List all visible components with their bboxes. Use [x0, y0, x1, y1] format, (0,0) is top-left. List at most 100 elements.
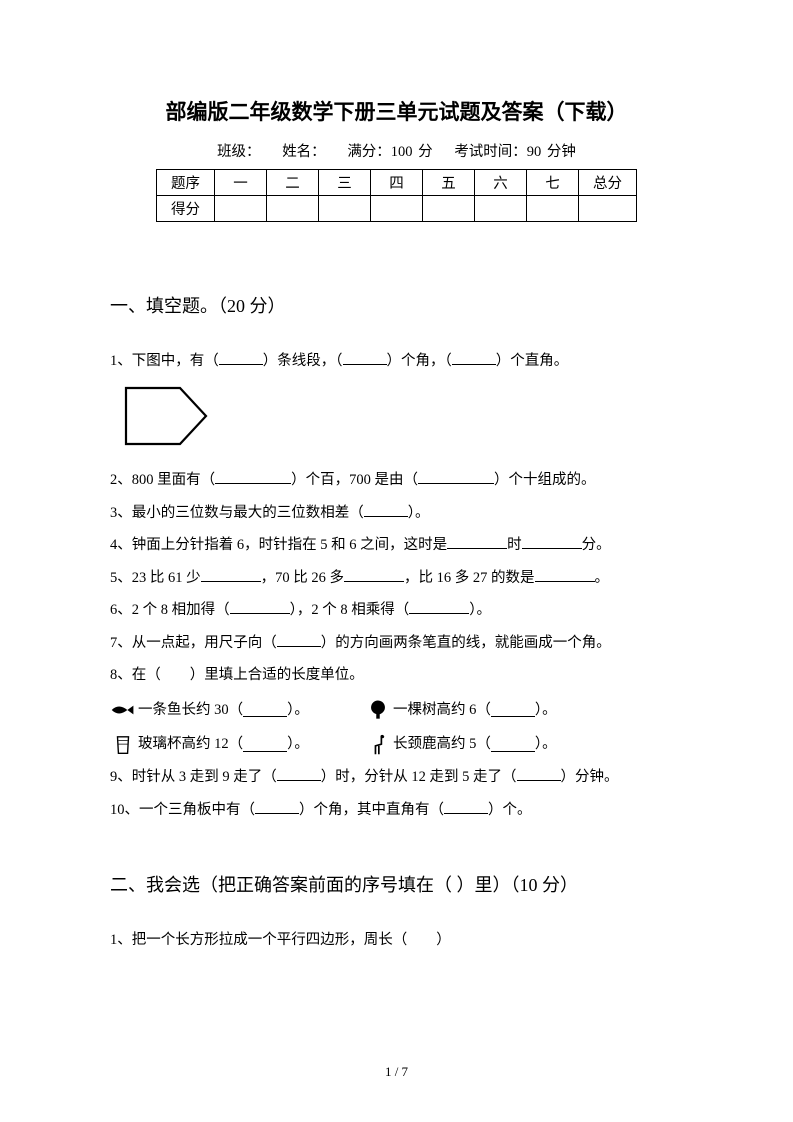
blank	[243, 738, 287, 752]
q-text: 。	[595, 570, 610, 586]
q-text: ）。	[287, 693, 309, 728]
question-1: 1、下图中，有（ ）条线段，（ ）个角，（ ）个直角。	[110, 346, 683, 376]
cell-header: 一	[215, 170, 267, 196]
blank	[491, 738, 535, 752]
question-4: 4、钟面上分针指着 6，时针指在 5 和 6 之间，这时是 时 分。	[110, 530, 683, 560]
blank	[447, 535, 507, 549]
question-5: 5、23 比 61 少 ，70 比 26 多 ，比 16 多 27 的数是 。	[110, 563, 683, 593]
question-8-row2: 玻璃杯高约 12（ ）。 长颈鹿高约 5（ ）。	[110, 727, 683, 762]
blank	[243, 703, 287, 717]
section-1-heading: 一、填空题。（20 分）	[110, 292, 683, 318]
table-row: 题序 一 二 三 四 五 六 七 总分	[157, 170, 637, 196]
q-text: 3、最小的三位数与最大的三位数相差（	[110, 505, 364, 521]
question-8: 8、在（ ）里填上合适的长度单位。	[110, 660, 683, 690]
q-text: 玻璃杯高约 12（	[138, 727, 243, 762]
score-table: 题序 一 二 三 四 五 六 七 总分 得分	[156, 169, 637, 222]
q-text: 一棵树高约 6（	[393, 693, 491, 728]
cell-header: 二	[267, 170, 319, 196]
cell-header: 总分	[579, 170, 637, 196]
q-text: ），2 个 8 相乘得（	[290, 602, 410, 618]
blank	[201, 568, 261, 582]
q-text: 9、时针从 3 走到 9 走了（	[110, 769, 277, 785]
q-text: 长颈鹿高约 5（	[393, 727, 491, 762]
blank	[343, 351, 387, 365]
cell-header: 题序	[157, 170, 215, 196]
blank	[491, 703, 535, 717]
pentagon-icon	[122, 384, 210, 448]
cell-empty	[319, 196, 371, 222]
q-text: ）个直角。	[496, 353, 569, 369]
pentagon-shape	[122, 384, 683, 453]
cell-empty	[215, 196, 267, 222]
blank	[215, 470, 291, 484]
q-text: ）。	[469, 602, 491, 618]
fish-icon	[110, 699, 136, 721]
q-text: ）个十组成的。	[494, 472, 596, 488]
cell-header: 五	[423, 170, 475, 196]
q-text: 分。	[582, 537, 611, 553]
q-text: ）的方向画两条笔直的线，就能画成一个角。	[321, 635, 611, 651]
question-6: 6、2 个 8 相加得（ ），2 个 8 相乘得（ ）。	[110, 595, 683, 625]
question-10: 10、一个三角板中有（）个角，其中直角有（）个。	[110, 795, 683, 825]
blank	[364, 503, 408, 517]
q-text: ）。	[408, 505, 430, 521]
blank	[522, 535, 582, 549]
name-label: 姓名：	[282, 144, 326, 160]
blank	[344, 568, 404, 582]
question-3: 3、最小的三位数与最大的三位数相差（ ）。	[110, 498, 683, 528]
blank	[277, 633, 321, 647]
blank	[230, 600, 290, 614]
blank	[418, 470, 494, 484]
q-text: ，比 16 多 27 的数是	[404, 570, 535, 586]
q-text: ）。	[535, 693, 557, 728]
q-text: ）分钟。	[561, 769, 619, 785]
q-text: ）条线段，（	[263, 353, 343, 369]
q-text: 6、2 个 8 相加得（	[110, 602, 230, 618]
q-text: ）个角，（	[387, 353, 452, 369]
cell-header: 三	[319, 170, 371, 196]
q-text: ）。	[287, 727, 309, 762]
cell-empty	[527, 196, 579, 222]
q-text: 1、下图中，有（	[110, 353, 219, 369]
q-text: 一条鱼长约 30（	[138, 693, 243, 728]
q-text: 5、23 比 61 少	[110, 570, 201, 586]
exam-info: 班级： 姓名： 满分：100 分 考试时间：90 分钟	[110, 140, 683, 161]
q-text: 4、钟面上分针指着 6，时针指在 5 和 6 之间，这时是	[110, 537, 447, 553]
question-8-row1: 一条鱼长约 30（ ）。 一棵树高约 6（ ）。	[110, 693, 683, 728]
q-text: ）个百，700 是由（	[291, 472, 418, 488]
section2-question-1: 1、把一个长方形拉成一个平行四边形，周长（ ）	[110, 925, 683, 955]
blank	[255, 800, 299, 814]
cell-empty	[475, 196, 527, 222]
cup-icon	[110, 734, 136, 756]
blank	[409, 600, 469, 614]
q-text: ）时，分针从 12 走到 5 走了（	[321, 769, 517, 785]
page-title: 部编版二年级数学下册三单元试题及答案（下载）	[110, 96, 683, 126]
blank	[444, 800, 488, 814]
cell-empty	[579, 196, 637, 222]
cell-empty	[267, 196, 319, 222]
q-text: ，70 比 26 多	[261, 570, 344, 586]
blank	[277, 767, 321, 781]
q-text: 时	[507, 537, 522, 553]
cell-label: 得分	[157, 196, 215, 222]
page-number: 1 / 7	[0, 1064, 793, 1080]
question-7: 7、从一点起，用尺子向（ ）的方向画两条笔直的线，就能画成一个角。	[110, 628, 683, 658]
cell-header: 四	[371, 170, 423, 196]
full-score-label: 满分：100 分	[347, 144, 432, 160]
table-row: 得分	[157, 196, 637, 222]
cell-empty	[371, 196, 423, 222]
blank	[452, 351, 496, 365]
q-text: ）。	[535, 727, 557, 762]
question-9: 9、时针从 3 走到 9 走了（ ）时，分针从 12 走到 5 走了（ ）分钟。	[110, 762, 683, 792]
q-text: 7、从一点起，用尺子向（	[110, 635, 277, 651]
blank	[219, 351, 263, 365]
class-label: 班级：	[217, 144, 261, 160]
cell-empty	[423, 196, 475, 222]
q-text: ）个。	[488, 802, 532, 818]
blank	[535, 568, 595, 582]
q-text: ）个角，其中直角有（	[299, 802, 444, 818]
section-2-heading: 二、我会选（把正确答案前面的序号填在（ ）里）（10 分）	[110, 871, 683, 897]
q-text: 2、800 里面有（	[110, 472, 215, 488]
cell-header: 七	[527, 170, 579, 196]
tree-icon	[365, 699, 391, 721]
